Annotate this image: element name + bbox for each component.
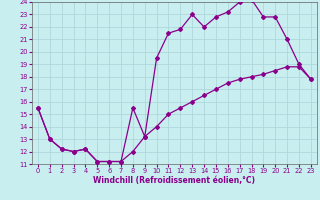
X-axis label: Windchill (Refroidissement éolien,°C): Windchill (Refroidissement éolien,°C) — [93, 176, 255, 185]
